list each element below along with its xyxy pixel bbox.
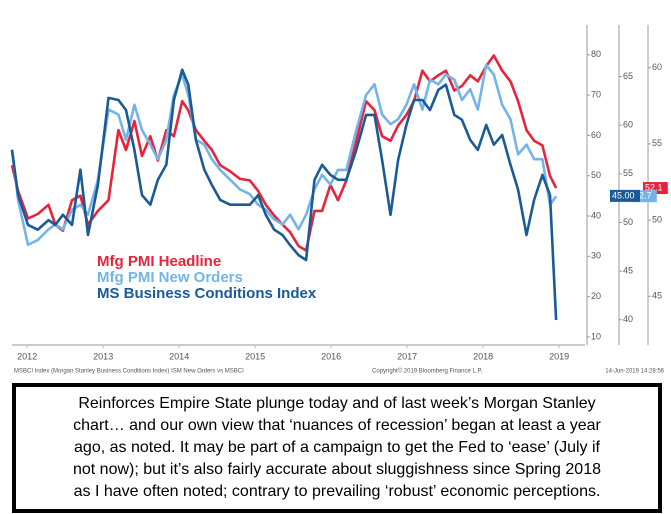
y-tick-label: 40 xyxy=(591,210,601,220)
legend-entry: MS Business Conditions Index xyxy=(97,285,317,302)
y-tick-label: 30 xyxy=(591,251,601,261)
y-tick-label: 50 xyxy=(623,217,633,227)
caption-line: as I have often noted; contrary to preva… xyxy=(73,483,601,500)
y-tick-label: 10 xyxy=(591,331,601,341)
x-tick-label: 2015 xyxy=(245,351,265,361)
footer-text: 14-Jun-2019 14:28:56 xyxy=(605,369,664,375)
y-tick-label: 60 xyxy=(623,120,633,130)
caption-box: Reinforces Empire State plunge today and… xyxy=(12,383,662,513)
x-tick-label: 2019 xyxy=(549,351,569,361)
end-label: 52.7 xyxy=(634,191,652,201)
x-tick-label: 2016 xyxy=(321,351,341,361)
y-tick-label: 50 xyxy=(652,214,662,224)
y-tick-label: 60 xyxy=(652,62,662,72)
legend-entry: Mfg PMI Headline xyxy=(97,253,221,270)
series-line xyxy=(10,54,558,252)
x-tick-label: 2014 xyxy=(169,351,189,361)
end-label-box xyxy=(610,189,640,202)
y-tick-label: 40 xyxy=(623,314,633,324)
legend-entry: Mfg PMI New Orders xyxy=(97,269,243,286)
x-tick-label: 2012 xyxy=(17,351,37,361)
caption-line: not now); but it’s also fairly accurate … xyxy=(72,461,601,478)
y-tick-label: 55 xyxy=(652,138,662,148)
caption-line: ago, as noted. It may be part of a campa… xyxy=(74,439,600,456)
footer-text: MSBCI Index (Morgan Stanley Business Con… xyxy=(14,369,244,375)
x-tick-label: 2018 xyxy=(473,351,493,361)
y-tick-label: 70 xyxy=(591,90,601,100)
y-tick-label: 45 xyxy=(652,291,662,301)
end-label: 52.1 xyxy=(645,182,663,192)
x-tick-label: 2013 xyxy=(93,351,113,361)
end-label: 45.00 xyxy=(612,190,635,200)
y-tick-label: 65 xyxy=(623,71,633,81)
y-tick-label: 20 xyxy=(591,291,601,301)
caption-line: chart… and our own view that ‘nuances of… xyxy=(73,417,601,434)
x-tick-label: 2017 xyxy=(397,351,417,361)
y-tick-label: 50 xyxy=(591,170,601,180)
footer-text: Copyright© 2019 Bloomberg Finance L.P. xyxy=(372,368,483,375)
y-tick-label: 55 xyxy=(623,168,633,178)
y-tick-label: 45 xyxy=(623,265,633,275)
y-tick-label: 60 xyxy=(591,130,601,140)
chart: 10 20 30 40 50 60 70 80 40 45 50 55 60 65 45 50 55 60 2012… xyxy=(10,25,668,375)
series-line xyxy=(10,68,558,321)
series-line xyxy=(10,63,558,247)
y-tick-label: 80 xyxy=(591,49,601,59)
caption-line: Reinforces Empire State plunge today and… xyxy=(78,395,596,412)
